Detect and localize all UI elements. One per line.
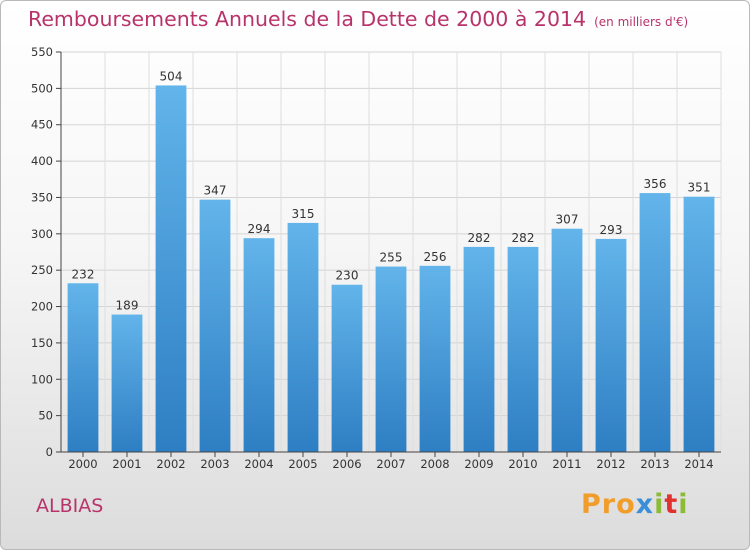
x-tick-label-2011: 2011 (552, 457, 581, 471)
chart-title-text: Remboursements Annuels de la Dette de 20… (28, 7, 587, 31)
bar-2010 (507, 246, 539, 452)
data-label-2004: 294 (248, 222, 271, 236)
data-label-2000: 232 (72, 267, 95, 281)
data-label-2003: 347 (204, 184, 227, 198)
data-label-2001: 189 (116, 299, 139, 313)
bar-2008 (419, 265, 451, 452)
data-label-2012: 293 (600, 223, 623, 237)
bars (67, 85, 715, 453)
bar-2001 (111, 314, 143, 452)
bar-2009 (463, 246, 495, 452)
data-label-2002: 504 (160, 69, 183, 83)
bar-2013 (639, 193, 671, 452)
x-tick-label-2006: 2006 (332, 457, 361, 471)
x-tick-label-2013: 2013 (640, 457, 669, 471)
y-tick-label: 0 (46, 445, 53, 459)
x-tick-label-2010: 2010 (508, 457, 537, 471)
y-tick-label: 300 (31, 227, 53, 241)
x-tick-label-2004: 2004 (244, 457, 273, 471)
data-label-2005: 315 (292, 207, 315, 221)
x-tick-label-2014: 2014 (684, 457, 713, 471)
y-tick-label: 350 (31, 190, 53, 204)
x-tick-label-2005: 2005 (288, 457, 317, 471)
x-tick-label-2012: 2012 (596, 457, 625, 471)
y-tick-label: 100 (31, 372, 53, 386)
bar-2004 (243, 238, 275, 452)
y-tick-label: 400 (31, 154, 53, 168)
location-name: ALBIAS (36, 495, 104, 517)
data-label-2011: 307 (556, 213, 579, 227)
bar-2005 (287, 222, 319, 452)
y-tick-label: 50 (38, 409, 53, 423)
bar-2011 (551, 228, 583, 452)
data-label-2008: 256 (424, 250, 447, 264)
bar-2003 (199, 199, 231, 452)
chart-unit: (en milliers d'€) (594, 15, 689, 29)
bar-2000 (67, 283, 99, 452)
data-label-2009: 282 (468, 231, 491, 245)
bar-2006 (331, 284, 363, 452)
x-tick-label-2002: 2002 (156, 457, 185, 471)
y-tick-label: 450 (31, 118, 53, 132)
data-label-2007: 255 (380, 251, 403, 265)
bar-2012 (595, 238, 627, 452)
y-tick-label: 550 (31, 45, 53, 59)
proxiti-logo: Proxiti (581, 489, 689, 520)
y-tick-label: 250 (31, 263, 53, 277)
x-tick-label-2009: 2009 (464, 457, 493, 471)
bar-2007 (375, 266, 407, 452)
data-label-2014: 351 (688, 181, 711, 195)
labels: 0 50 100 150 200 250 300 350 400 450 500 550 232 2000… (31, 45, 714, 471)
axes (56, 51, 721, 457)
data-label-2010: 282 (512, 231, 535, 245)
x-tick-label-2003: 2003 (200, 457, 229, 471)
y-tick-label: 500 (31, 81, 53, 95)
data-label-2013: 356 (644, 177, 667, 191)
bar-2014 (683, 196, 715, 452)
data-label-2006: 230 (336, 269, 359, 283)
chart-title: Remboursements Annuels de la Dette de 20… (28, 7, 688, 31)
x-tick-label-2000: 2000 (68, 457, 97, 471)
x-tick-label-2001: 2001 (112, 457, 141, 471)
x-tick-label-2007: 2007 (376, 457, 405, 471)
y-tick-label: 150 (31, 336, 53, 350)
y-tick-label: 200 (31, 300, 53, 314)
bar-2002 (155, 85, 187, 453)
x-tick-label-2008: 2008 (420, 457, 449, 471)
